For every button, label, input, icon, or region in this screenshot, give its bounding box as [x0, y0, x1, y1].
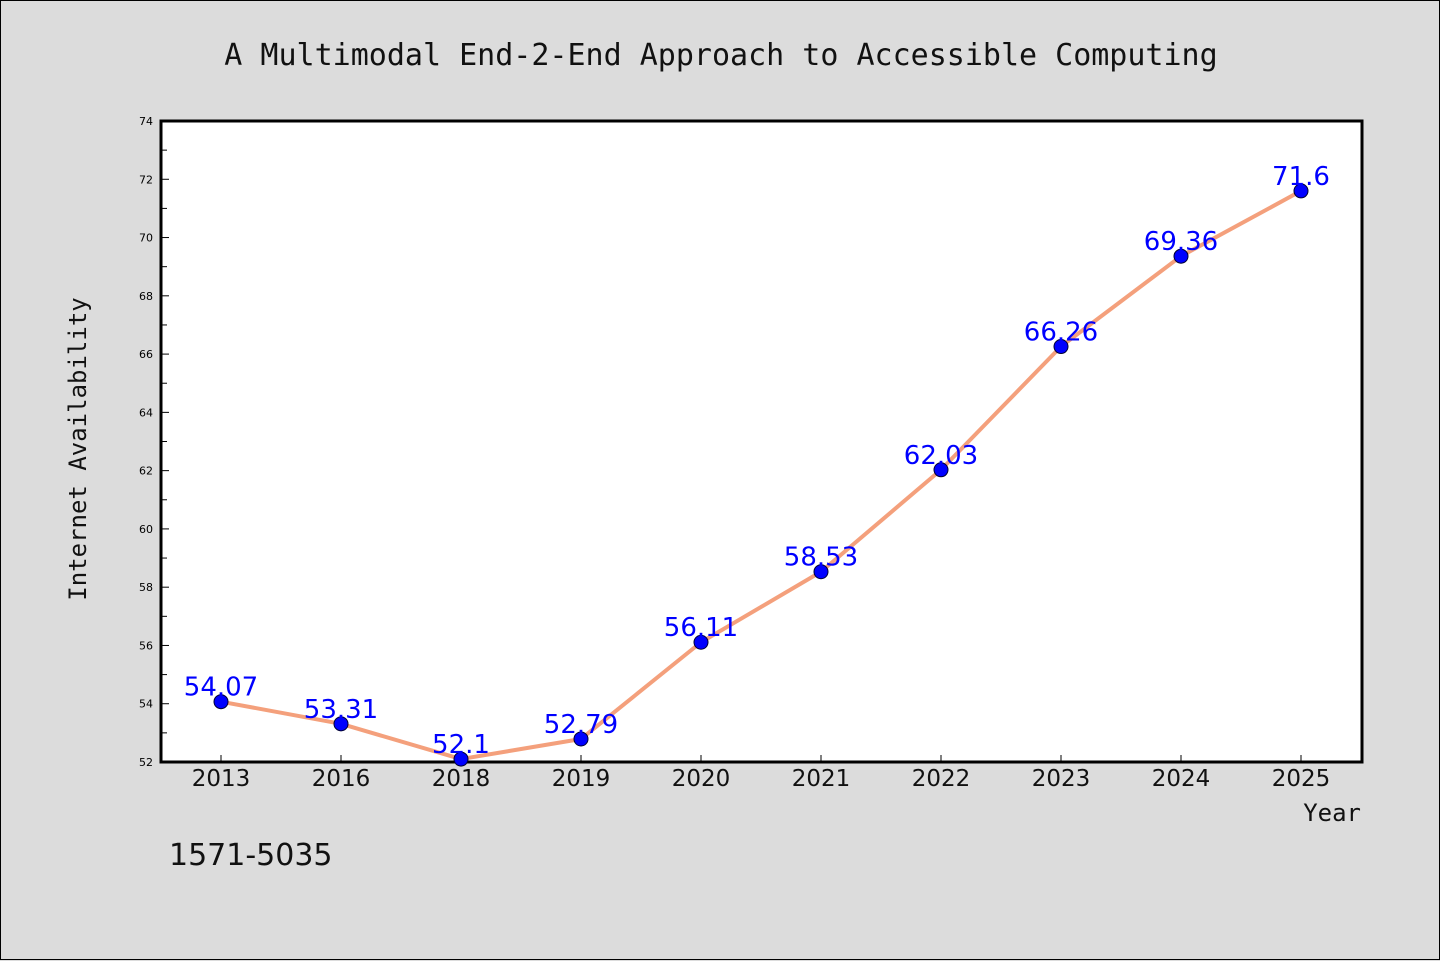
data-label: 62.03 — [904, 441, 978, 471]
y-axis-label: Internet Availability — [64, 297, 92, 600]
data-point-marker — [933, 462, 949, 478]
chart-title: A Multimodal End-2-End Approach to Acces… — [224, 38, 1217, 73]
y-tick-label: 62 — [139, 465, 153, 478]
y-tick-label: 64 — [139, 406, 153, 419]
data-point-marker — [1053, 339, 1069, 355]
y-tick-label: 60 — [139, 523, 153, 536]
x-axis-label: Year — [1303, 799, 1361, 827]
series-line-path — [219, 188, 1303, 762]
x-axis: 2013 2016 2018 2019 2020 2021 2022 2023 2024 2025 — [192, 755, 1331, 792]
y-tick-label: 68 — [139, 290, 153, 303]
data-label: 52.1 — [432, 730, 490, 760]
data-point-marker — [693, 634, 709, 650]
y-tick-label: 56 — [139, 639, 153, 652]
data-label: 71.6 — [1272, 162, 1330, 192]
y-tick-label: 70 — [139, 232, 153, 245]
series-markers — [213, 183, 1309, 767]
data-point-marker — [573, 731, 589, 747]
x-tick-label: 2025 — [1272, 766, 1331, 792]
x-tick-label: 2018 — [432, 766, 491, 792]
x-tick-label: 2019 — [552, 766, 611, 792]
data-point-marker — [453, 751, 469, 767]
data-label: 54.07 — [184, 673, 258, 703]
x-tick-label: 2023 — [1032, 766, 1091, 792]
data-label: 56.11 — [664, 613, 738, 643]
data-label: 52.79 — [544, 710, 618, 740]
y-axis: 52 54 56 58 60 62 64 66 68 70 72 74 — [139, 115, 169, 769]
y-tick-label: 72 — [139, 173, 153, 186]
y-tick-label: 54 — [139, 698, 153, 711]
footer-code: 1571-5035 — [169, 838, 333, 873]
data-point-marker — [813, 564, 829, 580]
x-tick-label: 2013 — [192, 766, 251, 792]
x-tick-label: 2021 — [792, 766, 851, 792]
data-labels: 54.07 53.31 52.1 52.79 56.11 58.53 62.03 66.26 6… — [184, 162, 1330, 760]
series-line — [219, 188, 1303, 762]
plot-area — [159, 119, 1364, 764]
x-tick-label: 2022 — [912, 766, 971, 792]
x-tick-label: 2020 — [672, 766, 731, 792]
data-label: 66.26 — [1024, 318, 1098, 348]
data-point-marker — [333, 716, 349, 732]
data-point-marker — [1293, 183, 1309, 199]
y-tick-label: 66 — [139, 348, 153, 361]
y-tick-label: 58 — [139, 581, 153, 594]
data-point-marker — [213, 694, 229, 710]
x-tick-label: 2016 — [312, 766, 371, 792]
x-tick-label: 2024 — [1152, 766, 1211, 792]
y-tick-label: 74 — [139, 115, 153, 128]
data-point-marker — [1173, 248, 1189, 264]
data-label: 69.36 — [1144, 227, 1218, 257]
y-tick-label: 52 — [139, 756, 153, 769]
data-label: 53.31 — [304, 695, 378, 725]
data-label: 58.53 — [784, 543, 858, 573]
